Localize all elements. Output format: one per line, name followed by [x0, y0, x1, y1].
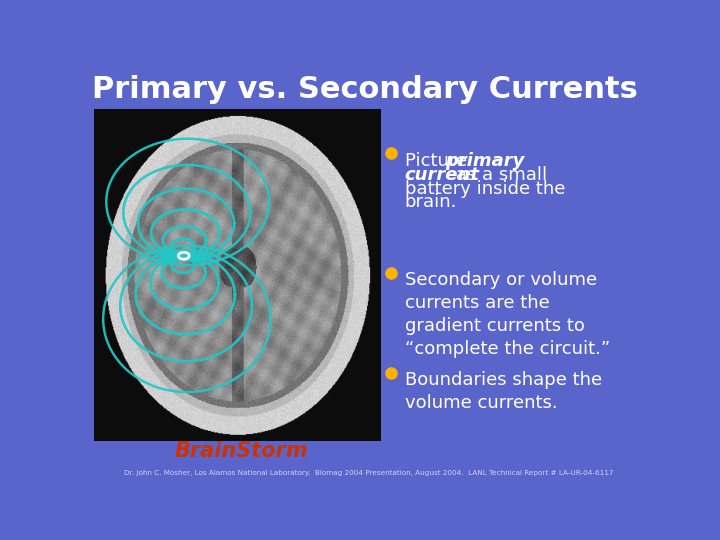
Text: current: current [405, 166, 480, 184]
Text: Picture: Picture [405, 152, 472, 170]
Text: primary: primary [445, 152, 524, 170]
Text: battery inside the: battery inside the [405, 179, 565, 198]
Text: as a small: as a small [449, 166, 546, 184]
Bar [94, 110, 381, 441]
Text: Secondary or volume
currents are the
gradient currents to
“complete the circuit.: Secondary or volume currents are the gra… [405, 271, 610, 358]
Text: Primary vs. Secondary Currents: Primary vs. Secondary Currents [92, 75, 638, 104]
Text: Dr. John C. Mosher, Los Alamos National Laboratory.  Biomag 2004 Presentation, A: Dr. John C. Mosher, Los Alamos National … [125, 470, 613, 476]
Text: brain.: brain. [405, 193, 457, 211]
Text: Boundaries shape the
volume currents.: Boundaries shape the volume currents. [405, 372, 602, 412]
Text: BrainStorm: BrainStorm [174, 441, 308, 461]
